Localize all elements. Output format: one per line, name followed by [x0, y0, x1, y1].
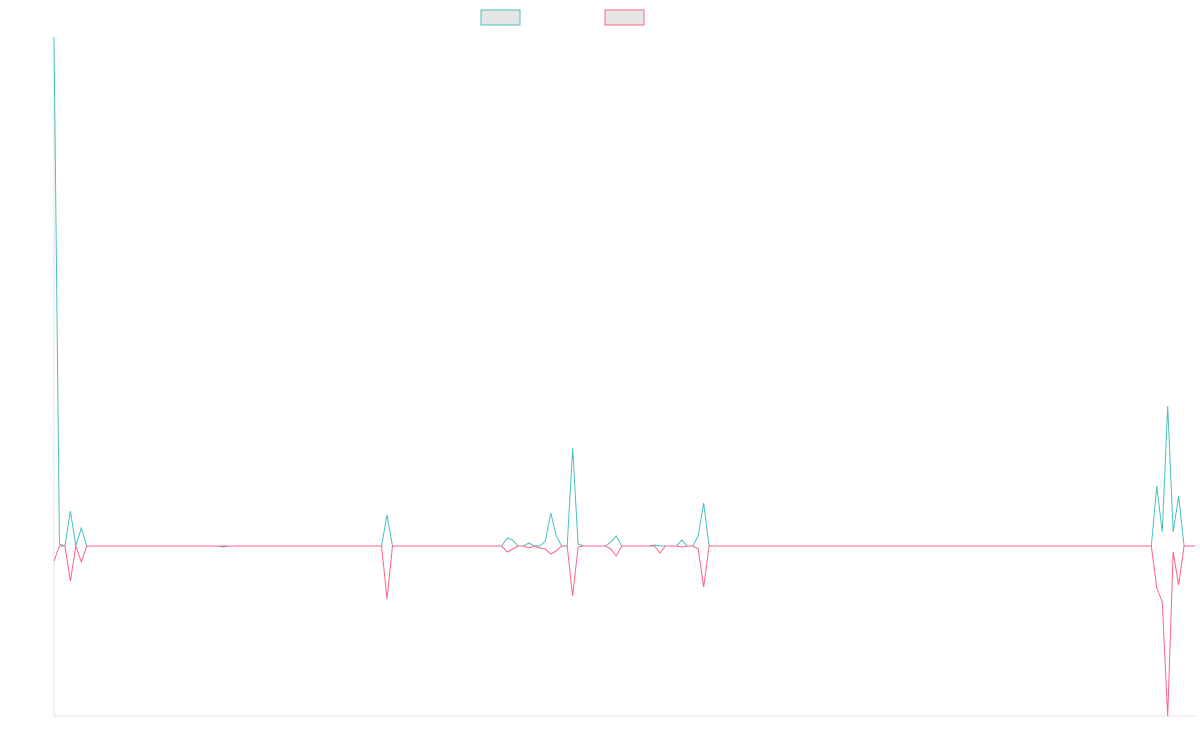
legend-swatch[interactable] [604, 9, 645, 26]
legend-swatch[interactable] [480, 9, 521, 26]
line-series [53, 36, 1195, 547]
line-series [53, 545, 1195, 717]
